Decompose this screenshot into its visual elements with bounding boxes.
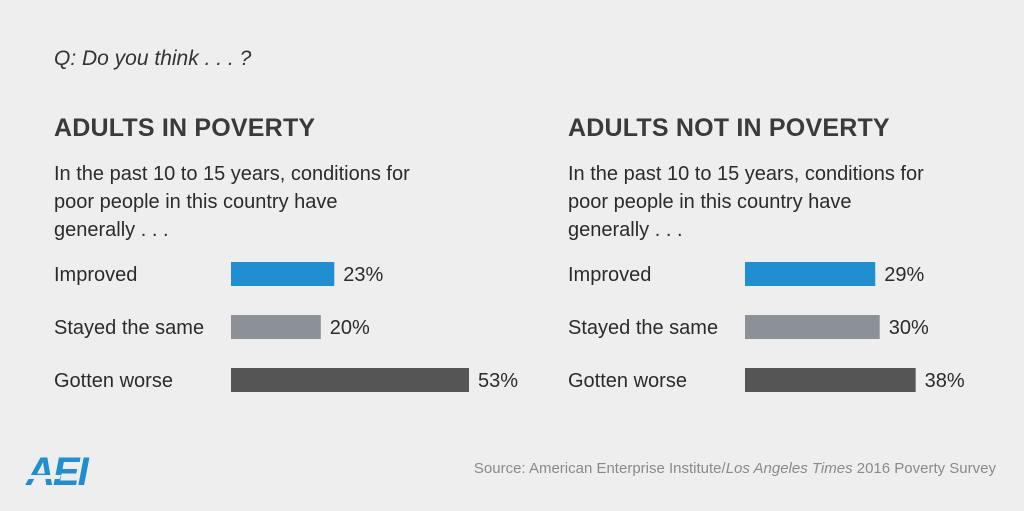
panel-adults-not-in-poverty: ADULTS NOT IN POVERTY In the past 10 to … [568, 110, 1024, 392]
aei-logo: AEI [22, 450, 92, 494]
category-label: Improved [54, 264, 137, 286]
bar-improved [745, 262, 876, 286]
bar-same [745, 315, 880, 339]
value-label: 29% [884, 264, 924, 286]
aei-logo-swoosh [22, 475, 62, 479]
bar-chart-adults-not-in-poverty: Improved 29% Stayed the same 30% Gotten wors… [568, 262, 965, 392]
panel-title: ADULTS NOT IN POVERTY [568, 114, 890, 142]
category-label: Gotten worse [54, 370, 173, 392]
panel-subtitle: In the past 10 to 15 years, conditions f… [568, 163, 924, 241]
bar-same [231, 315, 321, 339]
value-label: 38% [925, 370, 965, 392]
category-label: Gotten worse [568, 370, 687, 392]
panel-adults-in-poverty: ADULTS IN POVERTY In the past 10 to 15 y… [54, 110, 524, 392]
category-label: Stayed the same [568, 317, 718, 339]
aei-logo-text: AEI [25, 450, 90, 494]
value-label: 20% [330, 317, 370, 339]
category-label: Stayed the same [54, 317, 204, 339]
value-label: 30% [889, 317, 929, 339]
bar-improved [231, 262, 335, 286]
category-label: Improved [568, 264, 651, 286]
bar-worse [231, 368, 469, 392]
value-label: 23% [343, 264, 383, 286]
question-text: Q: Do you think . . . ? [54, 47, 252, 70]
source-suffix: 2016 Poverty Survey [852, 460, 996, 477]
bar-worse [745, 368, 916, 392]
source-italic: Los Angeles Times [725, 460, 853, 477]
value-label: 53% [478, 370, 518, 392]
source-prefix: Source: American Enterprise Institute/ [473, 460, 726, 477]
source-note: Source: American Enterprise Institute/Lo… [474, 460, 996, 477]
bar-chart-adults-in-poverty: Improved 23% Stayed the same 20% Gotten wors… [54, 262, 518, 392]
panel-subtitle: In the past 10 to 15 years, conditions f… [54, 163, 410, 241]
panel-title: ADULTS IN POVERTY [54, 114, 316, 142]
